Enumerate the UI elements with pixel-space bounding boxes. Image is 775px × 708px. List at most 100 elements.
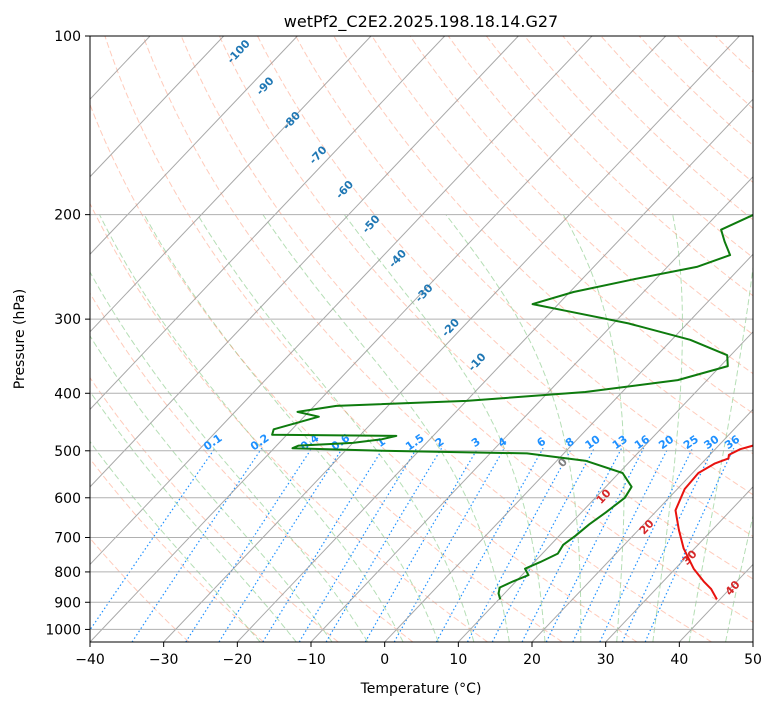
mixing-ratio-line (218, 447, 344, 642)
y-tick-label: 900 (54, 595, 81, 611)
dry-adiabat (486, 36, 753, 297)
warm-isotherm-label: 30 (680, 547, 700, 567)
moist-adiabat (143, 214, 439, 642)
x-tick-label: −30 (149, 652, 179, 668)
mixing-ratio-line (572, 447, 669, 642)
isotherm-line (90, 36, 593, 566)
mixing-ratio-line (644, 447, 735, 642)
mixing-ratio-label: 16 (632, 432, 652, 452)
plot-frame (89, 35, 754, 643)
plot-area: -100-90-80-70-60-50-40-30-20-10010203040… (0, 36, 753, 642)
dry-adiabat (90, 202, 488, 642)
dry-adiabat (333, 36, 753, 455)
warm-isotherm-label: 40 (723, 578, 743, 598)
moist-adiabat (445, 214, 582, 642)
moist-adiabat (262, 214, 510, 642)
dry-adiabat (90, 457, 264, 642)
isotherm-label: -70 (307, 143, 330, 167)
moist-adiabat (99, 214, 404, 642)
warm-isotherm-label: 20 (637, 517, 657, 537)
mixing-ratio-line (298, 447, 418, 642)
mixing-ratio-label: 2 (433, 435, 447, 450)
isotherm-line (752, 641, 753, 642)
chart-title: wetPf2_C2E2.2025.198.18.14.G27 (284, 12, 558, 32)
mixing-ratio-label: 4 (496, 435, 510, 450)
x-tick-label: −40 (75, 652, 105, 668)
mixing-ratio-label: 25 (681, 433, 701, 452)
dry-adiabat (218, 36, 753, 580)
dry-adiabat (409, 36, 753, 375)
moist-adiabat (562, 214, 625, 642)
isotherm-line (90, 36, 519, 488)
isotherm-label: -50 (360, 212, 383, 236)
mixing-ratio-line (466, 447, 573, 642)
moist-adiabat (197, 214, 475, 642)
x-tick-label: 20 (523, 652, 541, 668)
isotherm-label: -40 (386, 247, 409, 271)
moist-adiabat (90, 440, 261, 642)
mixing-ratio-line (364, 447, 479, 642)
x-axis-title: Temperature (°C) (360, 681, 482, 697)
y-tick-label: 800 (54, 565, 81, 581)
moist-adiabat (725, 513, 753, 642)
isotherm-line (90, 36, 372, 333)
mixing-ratio-line (90, 447, 216, 632)
isotherm-label: -30 (413, 281, 436, 305)
x-tick-label: 10 (449, 652, 467, 668)
isotherm-line (90, 36, 446, 411)
x-tick-label: 40 (670, 652, 688, 668)
dry-adiabat (524, 36, 753, 259)
mixing-ratio-label: 0.2 (248, 431, 271, 453)
isotherm-line (90, 36, 225, 178)
isotherm-label: -80 (280, 109, 303, 133)
x-tick-label: 50 (744, 652, 762, 668)
isotherm-line (236, 98, 753, 642)
isotherm-label: -100 (224, 37, 253, 66)
dry-adiabat (180, 36, 753, 623)
moist-adiabat (90, 390, 297, 642)
mixing-ratio-label: 13 (610, 433, 630, 452)
dewpoint-profile (271, 213, 753, 600)
isotherm-line (310, 176, 753, 642)
mixing-ratio-line (325, 447, 443, 642)
mixing-ratio-line (491, 447, 595, 642)
isotherm-line (384, 253, 753, 642)
mixing-ratio-line (262, 447, 384, 642)
y-tick-label: 200 (54, 208, 81, 224)
dry-adiabat (90, 103, 563, 642)
mixing-ratio-label: 6 (534, 435, 548, 450)
dry-adiabat (295, 36, 753, 496)
x-tick-label: −10 (296, 652, 326, 668)
x-tick-label: −20 (223, 652, 253, 668)
mixing-ratio-line (185, 447, 313, 642)
isotherm-line (163, 36, 740, 642)
y-tick-label: 500 (54, 444, 81, 460)
moist-adiabat (652, 214, 683, 642)
dry-adiabat (257, 36, 753, 538)
y-tick-label: 700 (54, 531, 81, 547)
dry-adiabat (90, 292, 414, 642)
isotherm-line (90, 36, 298, 256)
mixing-ratio-line (131, 447, 263, 642)
mixing-ratio-line (545, 447, 645, 642)
isotherm-line (0, 36, 3, 642)
isotherm-line (90, 36, 667, 642)
mixing-ratio-label: 1.5 (403, 431, 426, 453)
y-axis-title: Pressure (hPa) (12, 289, 28, 389)
mixing-ratio-label: 20 (656, 432, 676, 452)
mixing-ratio-label: 10 (583, 432, 603, 452)
y-tick-label: 100 (54, 29, 81, 45)
mixing-ratio-label: 1 (374, 435, 388, 450)
dry-adiabat (90, 537, 190, 642)
mixing-ratio-label: 30 (701, 432, 721, 452)
y-tick-label: 400 (54, 386, 81, 402)
isotherm-line (605, 486, 753, 642)
y-tick-label: 300 (54, 312, 81, 328)
dry-adiabat (104, 36, 638, 642)
mixing-ratio-line (393, 447, 505, 642)
mixing-ratio-line (621, 447, 714, 642)
mixing-ratio-line (521, 447, 623, 642)
moist-adiabat (688, 263, 753, 642)
dry-adiabat (142, 36, 712, 642)
